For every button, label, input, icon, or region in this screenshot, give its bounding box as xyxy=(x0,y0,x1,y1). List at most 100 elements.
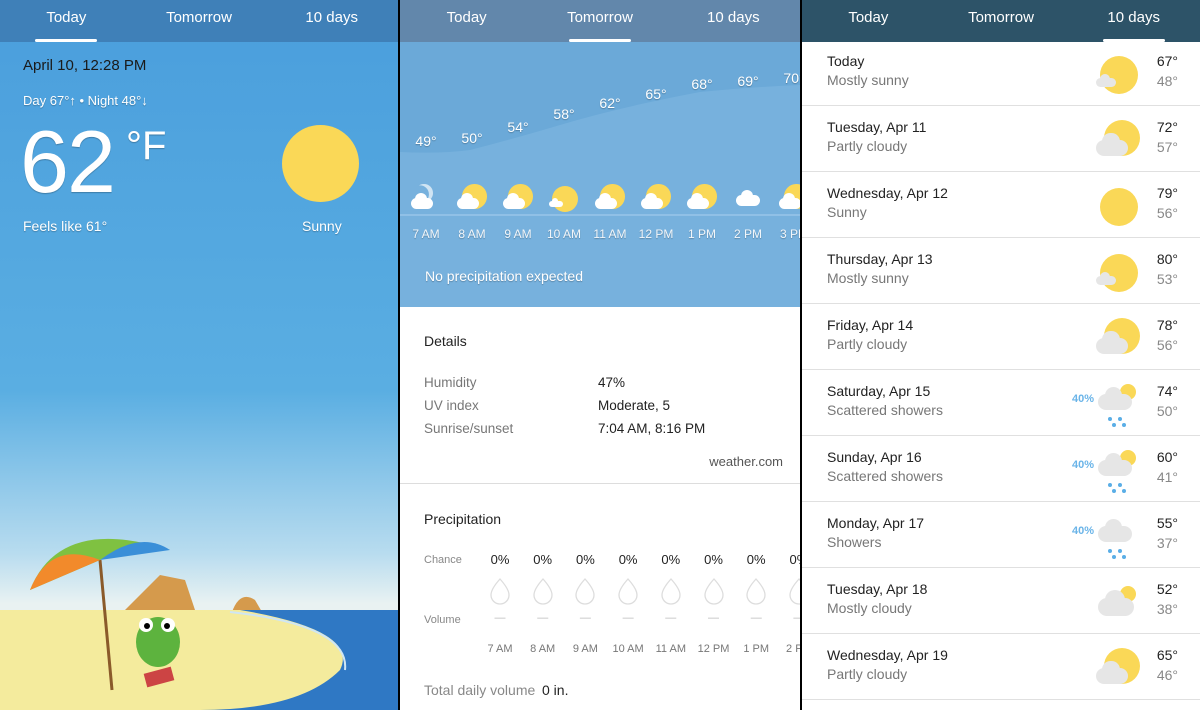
low-temp: 53° xyxy=(1156,271,1178,287)
total-value: 0 in. xyxy=(542,682,569,698)
tab-10-days[interactable]: 10 days xyxy=(305,9,358,26)
day-row[interactable]: Today Mostly sunny 67° 48° xyxy=(802,40,1200,106)
precip-time: 11 AM xyxy=(655,643,686,655)
high-temp: 80° xyxy=(1156,251,1178,267)
hourly-time: 12 PM xyxy=(638,227,674,241)
day-row[interactable]: Tuesday, Apr 11 Partly cloudy 72° 57° xyxy=(802,106,1200,172)
day-row[interactable]: Monday, Apr 17 Showers 40% 55° 37° xyxy=(802,502,1200,568)
partly-cloudy-icon xyxy=(641,183,671,213)
raindrop-icon xyxy=(746,578,766,605)
precip-volume: — xyxy=(494,612,506,624)
day-row[interactable]: Thursday, Apr 13 Mostly sunny 80° 53° xyxy=(802,238,1200,304)
beach-illustration xyxy=(0,538,398,710)
day-row[interactable]: Sunday, Apr 16 Scattered showers 40% 60°… xyxy=(802,436,1200,502)
precip-chance: 40% xyxy=(1071,459,1094,471)
precip-chance: 40% xyxy=(1071,393,1094,405)
day-condition: Partly cloudy xyxy=(827,138,908,154)
raindrop-icon xyxy=(533,578,553,605)
low-temp: 46° xyxy=(1156,667,1178,683)
high-temp: 55° xyxy=(1156,515,1178,531)
high-temp: 52° xyxy=(1156,581,1178,597)
detail-value: 47% xyxy=(598,375,626,390)
sun-icon xyxy=(282,125,359,202)
tab-today[interactable]: Today xyxy=(446,9,487,26)
hourly-temp: 62° xyxy=(599,95,621,111)
precip-volume: — xyxy=(537,612,549,624)
day-condition: Mostly sunny xyxy=(827,72,909,88)
precip-volume: — xyxy=(622,612,634,624)
high-temp: 65° xyxy=(1156,647,1178,663)
day-condition: Partly cloudy xyxy=(827,666,908,682)
high-temp: 78° xyxy=(1156,317,1178,333)
day-condition: Mostly cloudy xyxy=(827,600,912,616)
precip-chance: 0% xyxy=(704,552,723,567)
low-temp: 57° xyxy=(1156,139,1178,155)
detail-label: Sunrise/sunset xyxy=(424,421,514,436)
precip-chance: 0% xyxy=(575,552,595,567)
partly-cloudy-icon xyxy=(1096,646,1140,690)
precip-chance: 0% xyxy=(661,552,681,567)
hourly-temp: 50° xyxy=(461,130,483,146)
precip-time: 12 PM xyxy=(697,643,730,655)
day-condition: Mostly sunny xyxy=(827,270,909,286)
hourly-temp: 69° xyxy=(737,73,759,89)
day-row[interactable]: Wednesday, Apr 19 Partly cloudy 65° 46° xyxy=(802,634,1200,700)
day-row[interactable]: Wednesday, Apr 12 Sunny 79° 56° xyxy=(802,172,1200,238)
day-row[interactable]: Tuesday, Apr 18 Mostly cloudy 52° 38° xyxy=(802,568,1200,634)
today-panel: Today Tomorrow 10 days April 10, 12:28 P… xyxy=(0,0,398,710)
moon-cloud-icon xyxy=(411,183,441,213)
hourly-time: 3 PM xyxy=(779,227,800,241)
low-temp: 48° xyxy=(1156,73,1178,89)
tab-bar: Today Tomorrow 10 days xyxy=(802,0,1200,42)
sunny-icon xyxy=(1096,184,1140,228)
day-row[interactable]: Saturday, Apr 15 Scattered showers 40% 7… xyxy=(802,370,1200,436)
precip-time: 8 AM xyxy=(530,643,556,655)
tab-bar: Today Tomorrow 10 days xyxy=(0,0,398,42)
mostly-sunny-icon xyxy=(549,183,579,213)
precip-chance: 0% xyxy=(746,552,766,567)
low-temp: 38° xyxy=(1156,601,1178,617)
tab-tomorrow[interactable]: Tomorrow xyxy=(166,9,232,26)
day-row[interactable]: Friday, Apr 14 Partly cloudy 78° 56° xyxy=(802,304,1200,370)
raindrop-icon xyxy=(789,578,800,605)
detail-value: 7:04 AM, 8:16 PM xyxy=(598,421,706,436)
hourly-time: 10 AM xyxy=(546,227,582,241)
details-title: Details xyxy=(424,333,467,349)
chance-label: Chance xyxy=(424,554,462,566)
partly-cloudy-icon xyxy=(687,183,717,213)
precip-chance: 40% xyxy=(1071,525,1094,537)
day-condition: Partly cloudy xyxy=(827,336,908,352)
raindrop-icon xyxy=(575,578,596,605)
high-temp: 74° xyxy=(1156,383,1178,399)
day-condition: Scattered showers xyxy=(827,402,943,418)
mostly-sunny-icon xyxy=(1096,250,1140,294)
partly-cloudy-icon xyxy=(595,183,625,213)
precip-note: No precipitation expected xyxy=(425,268,583,284)
partly-cloudy-icon xyxy=(457,183,487,213)
day-name: Today xyxy=(827,53,865,69)
current-temp: 62 xyxy=(20,112,116,211)
precip-chance: 0% xyxy=(490,552,510,567)
day-name: Wednesday, Apr 12 xyxy=(827,185,948,201)
tab-today[interactable]: Today xyxy=(0,0,133,42)
raindrop-icon xyxy=(661,578,681,605)
divider xyxy=(400,483,800,484)
source-link[interactable]: weather.com xyxy=(709,454,783,469)
partly-cloudy-icon xyxy=(779,183,800,213)
day-name: Tuesday, Apr 18 xyxy=(827,581,928,597)
tab-tomorrow[interactable]: Tomorrow xyxy=(968,9,1034,26)
hourly-temp: 58° xyxy=(553,106,575,122)
tab-10-days[interactable]: 10 days xyxy=(707,9,760,26)
high-temp: 79° xyxy=(1156,185,1178,201)
high-temp: 72° xyxy=(1156,119,1178,135)
day-name: Thursday, Apr 13 xyxy=(827,251,933,267)
tab-today[interactable]: Today xyxy=(848,9,889,26)
raindrop-icon xyxy=(490,578,510,605)
day-name: Monday, Apr 17 xyxy=(827,515,925,531)
partly-cloudy-icon xyxy=(1096,118,1140,162)
precip-chance: 0% xyxy=(533,552,553,567)
tab-10-days[interactable]: 10 days xyxy=(1067,0,1200,42)
detail-label: Humidity xyxy=(424,375,477,390)
tab-tomorrow[interactable]: Tomorrow xyxy=(533,0,666,42)
mostly-cloudy-icon xyxy=(1096,580,1140,624)
